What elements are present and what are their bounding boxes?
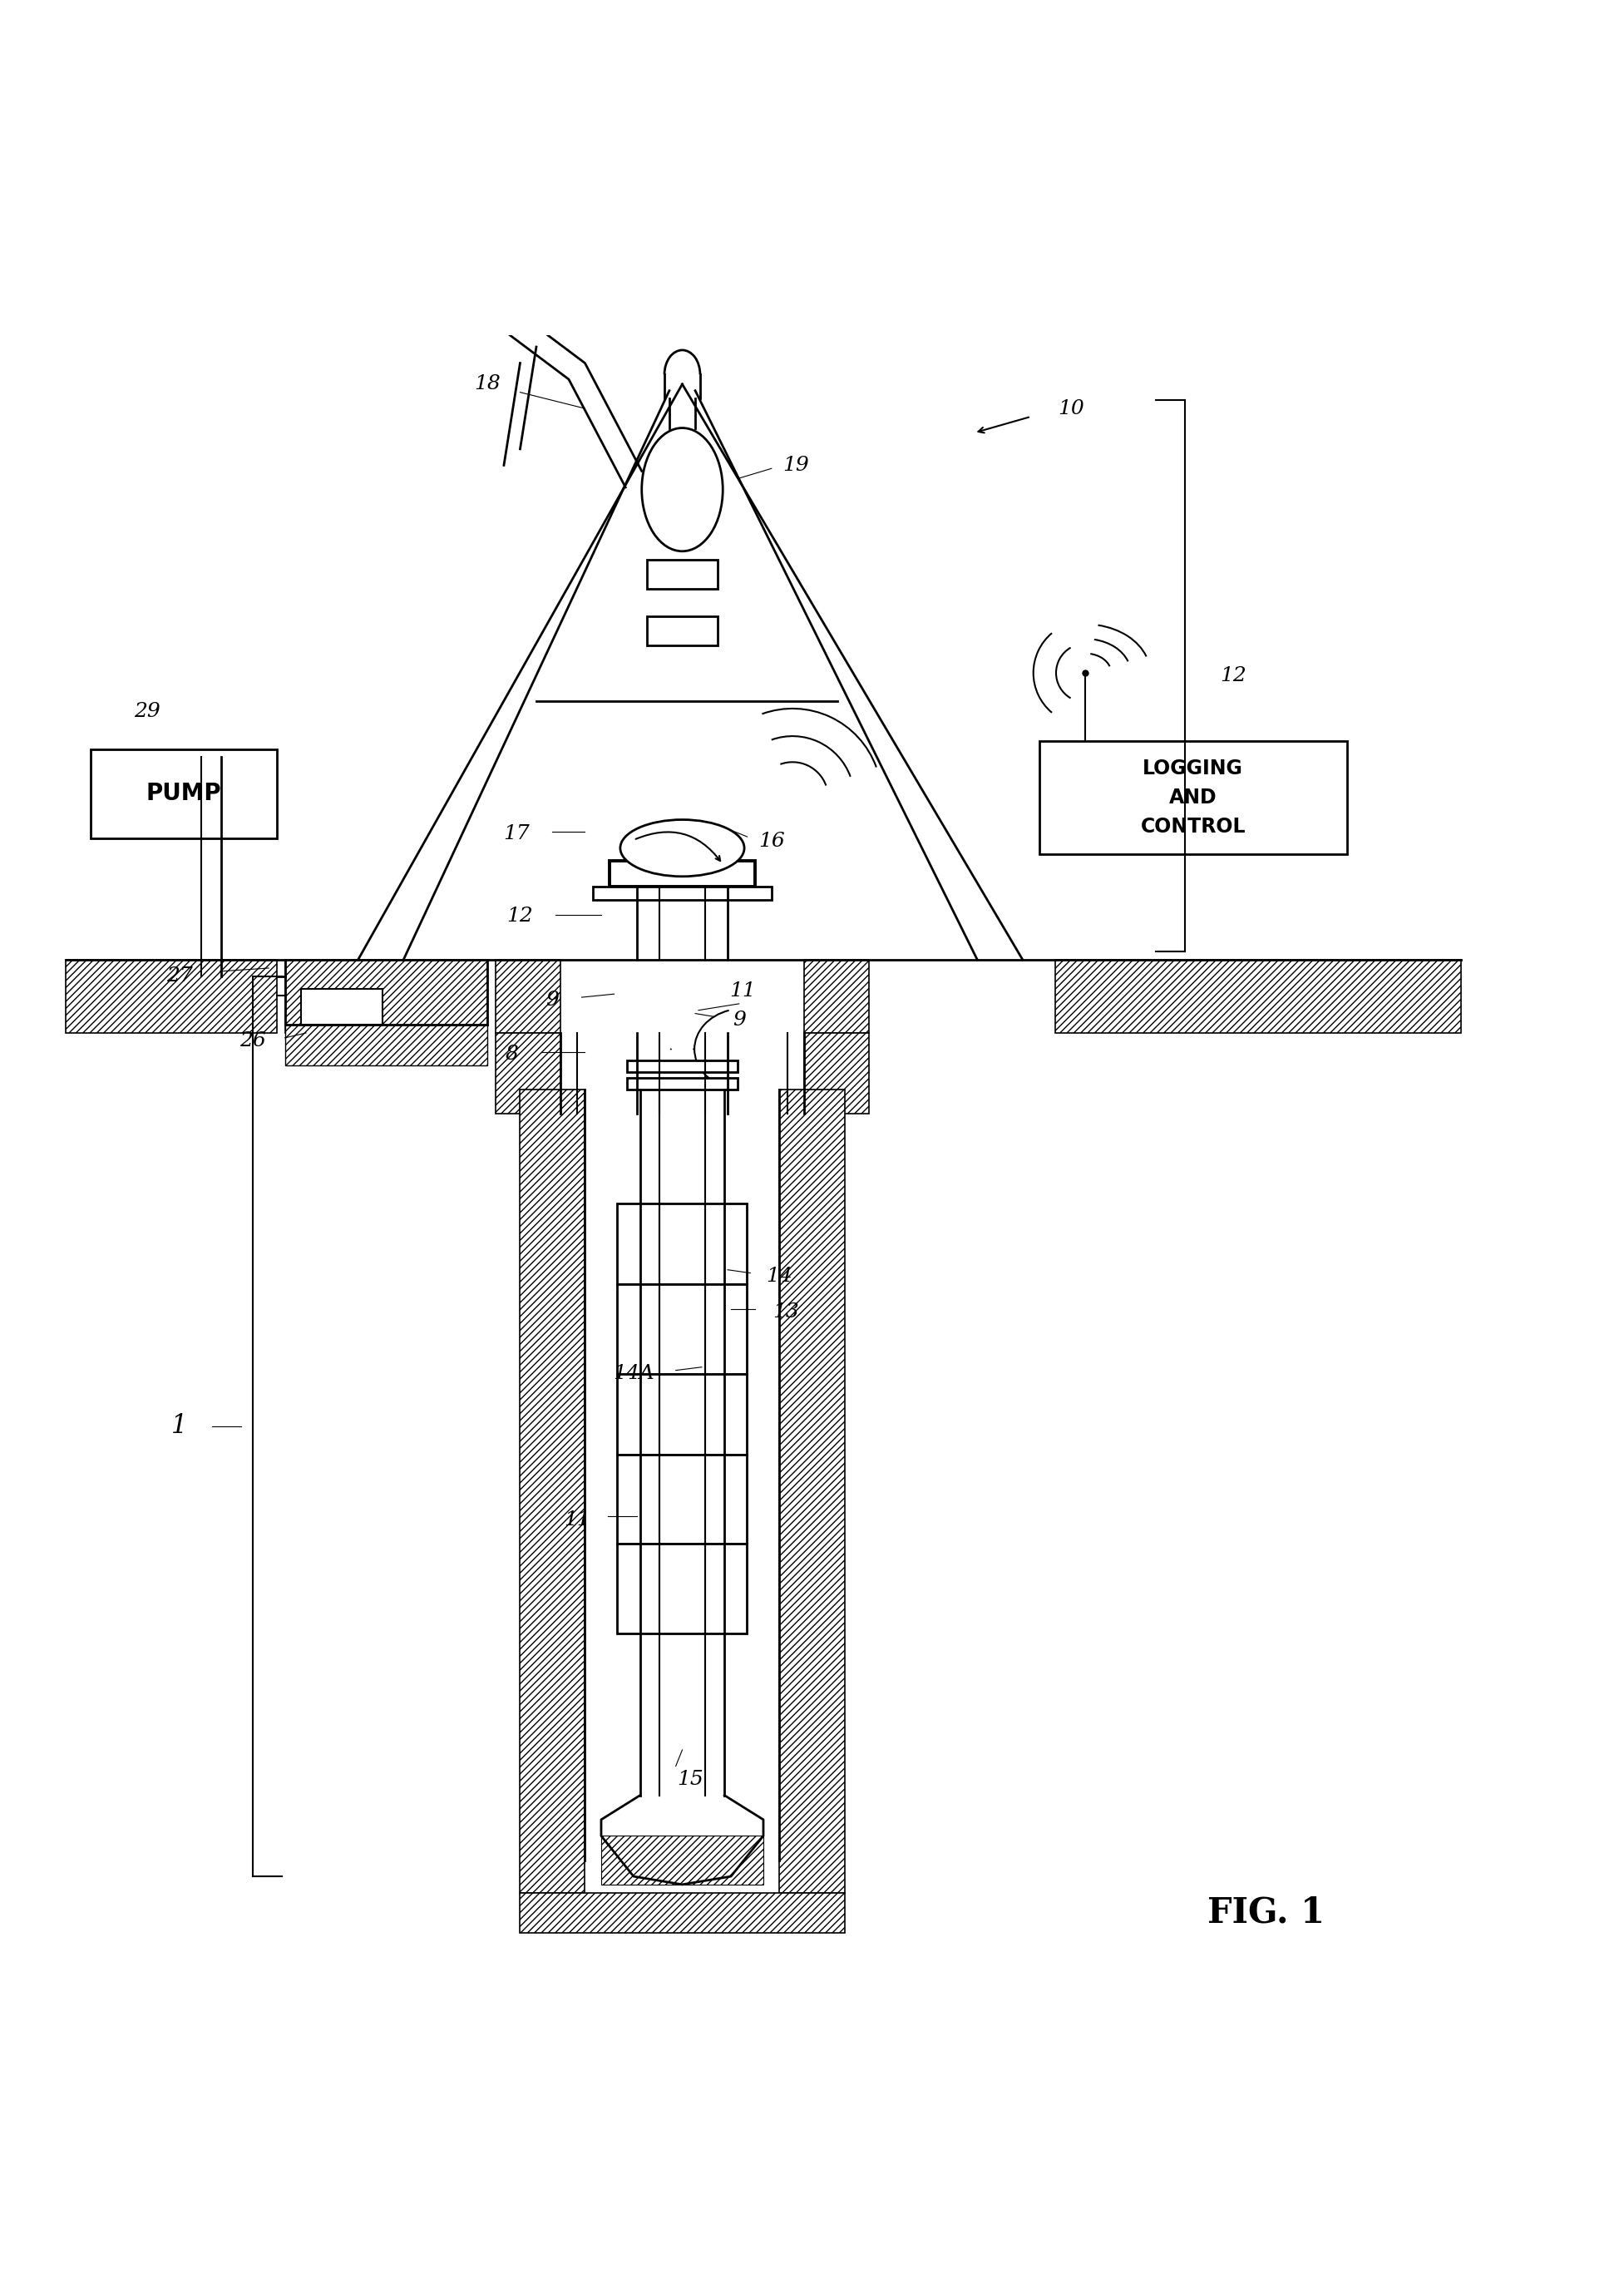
Text: 13: 13 [773, 1302, 799, 1321]
Text: 1: 1 [172, 1412, 188, 1440]
Text: 12: 12 [507, 906, 533, 926]
Text: 27: 27 [166, 968, 193, 986]
Text: 18: 18 [474, 374, 500, 394]
Bar [804, 1032, 869, 1114]
Text: 17: 17 [503, 823, 529, 844]
Text: FIG. 1: FIG. 1 [1208, 1894, 1325, 1928]
Bar [617, 1284, 747, 1374]
Ellipse shape [620, 819, 744, 876]
Bar [91, 750, 276, 839]
Bar [300, 988, 382, 1025]
Text: LOGGING: LOGGING [1143, 759, 1244, 780]
Text: 11: 11 [564, 1511, 590, 1529]
Ellipse shape [641, 429, 723, 550]
Bar [495, 961, 560, 1032]
Bar [284, 961, 487, 1032]
Text: 14: 14 [767, 1266, 793, 1286]
Text: CONTROL: CONTROL [1140, 816, 1246, 837]
Bar [601, 1837, 763, 1885]
Bar [617, 1454, 747, 1543]
Text: AND: AND [1169, 789, 1216, 807]
Bar [780, 1089, 844, 1892]
Text: 16: 16 [758, 832, 784, 851]
Bar [617, 1543, 747, 1633]
Text: 9: 9 [546, 991, 559, 1011]
Text: 15: 15 [677, 1770, 703, 1789]
Bar [617, 1204, 747, 1284]
Bar [617, 1374, 747, 1454]
Bar [804, 961, 869, 1032]
Bar [609, 862, 755, 887]
Bar [520, 1089, 585, 1892]
Bar [627, 1062, 737, 1073]
Text: PUMP: PUMP [146, 782, 221, 805]
Text: 19: 19 [783, 456, 809, 475]
Text: 9: 9 [732, 1011, 745, 1030]
Bar [284, 1025, 487, 1066]
Bar [646, 559, 718, 589]
Text: 29: 29 [133, 702, 161, 722]
Bar [627, 1078, 737, 1089]
Bar [646, 617, 718, 644]
Bar [495, 1032, 560, 1114]
Bar [520, 1892, 844, 1933]
Bar [593, 887, 771, 899]
Bar [1039, 741, 1348, 855]
Text: 8: 8 [505, 1046, 518, 1064]
Text: 12: 12 [1221, 667, 1247, 686]
Bar [67, 961, 276, 1032]
Text: 26: 26 [239, 1032, 266, 1050]
Text: 11: 11 [729, 981, 755, 1000]
Text: 10: 10 [1059, 399, 1085, 417]
Bar [1056, 961, 1460, 1032]
Text: 14A: 14A [612, 1364, 654, 1383]
